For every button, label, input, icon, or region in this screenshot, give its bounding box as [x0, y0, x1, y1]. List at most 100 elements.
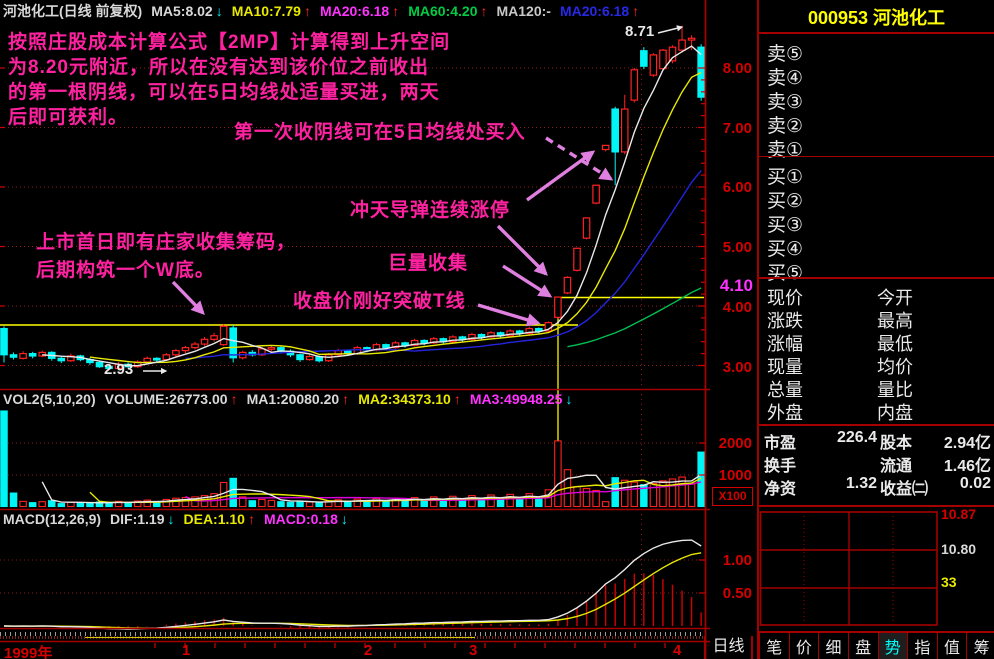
annotation-strategy-line3: 的第一根阴线，可以在5日均线处适量买进，两天	[8, 82, 440, 103]
ma-indicator-labels: MA5:8.02 ↓ MA10:7.79 ↑ MA20:6.18 ↑ MA60:4.20 ↑ M…	[151, 3, 639, 19]
timeline-month-4: 4	[673, 642, 682, 659]
ma-label-3: MA60:4.20	[408, 2, 478, 19]
annotation-buy-point: 第一次收阴线可在5日均线处买入	[234, 122, 526, 143]
tab-笔[interactable]: 笔	[759, 633, 789, 659]
annotation-rocket: 冲天导弹连续涨停	[350, 200, 511, 221]
divider	[759, 424, 994, 426]
quote-label-总量: 总量	[767, 380, 803, 400]
finance-label-流通: 流通	[880, 458, 913, 475]
tab-细[interactable]: 细	[818, 633, 848, 659]
macd-label-3: MACD:0.18	[263, 511, 338, 527]
macd-axis-label-0.50: 0.50	[722, 585, 752, 602]
finance-label-换手: 换手	[764, 458, 797, 475]
finance-value-股本: 2.94亿	[943, 435, 991, 452]
stock-code: 000953	[807, 8, 869, 28]
stock-name: 河池化工	[873, 8, 946, 28]
sell-queue-row-4[interactable]: 卖④	[767, 68, 804, 89]
finance-value-收益㈡: 0.02	[959, 475, 991, 492]
vol-label-1: VOLUME:26773.00	[104, 391, 228, 407]
quote-label-今开: 今开	[877, 288, 913, 308]
timeline-month-2: 2	[364, 642, 373, 659]
vol-label-0: VOL2(5,10,20)	[3, 391, 96, 407]
bottom-tabbar: 笔价细盘势指值筹	[759, 631, 994, 659]
tab-指[interactable]: 指	[907, 633, 937, 659]
quote-label-现价: 现价	[767, 288, 803, 308]
macd-group	[3, 539, 702, 630]
quote-label-现量: 现量	[767, 357, 803, 377]
vol-label-1-arrow-icon: ↑	[230, 391, 238, 407]
high-price-marker: 8.71	[625, 23, 655, 40]
annotation-tline: 收盘价刚好突破T线	[293, 291, 466, 312]
macd-label-3-arrow-icon: ↓	[340, 511, 348, 527]
ma-label-2: MA20:6.18	[319, 2, 390, 19]
finance-value-流通: 1.46亿	[943, 458, 991, 475]
annotation-listing-1: 上市首日即有庄家收集筹码，	[36, 232, 297, 253]
stock-title: 000953 河池化工	[759, 4, 994, 30]
overview-navigator-strip[interactable]	[0, 630, 705, 641]
buy-queue-row-5[interactable]: 买⑤	[767, 263, 804, 284]
macd-label-2: DEA:1.10	[183, 511, 245, 527]
divider	[759, 505, 994, 507]
kline-chart-svg[interactable]	[0, 0, 710, 659]
vol-label-3: MA2:34373.10	[358, 391, 451, 407]
sell-queue-row-2[interactable]: 卖②	[767, 116, 804, 137]
quote-label-外盘: 外盘	[767, 403, 803, 423]
buy-queue-row-4[interactable]: 买④	[767, 239, 804, 260]
annotation-strategy-line4: 后即可获利。	[8, 107, 129, 128]
tab-筹[interactable]: 筹	[966, 633, 994, 659]
tab-值[interactable]: 值	[936, 633, 967, 659]
ma-label-5-arrow-icon: ↑	[632, 2, 640, 19]
axis-gutter: 8.00 7.00 6.00 5.00 4.00 3.00 4.10 2000 1000 X…	[704, 0, 757, 659]
finance-row-2: 净资 1.32 收益㈡ 0.02	[759, 475, 994, 498]
ma-label-4: MA120:-	[496, 2, 551, 19]
timeline-month-1: 1	[182, 642, 191, 659]
tab-盘[interactable]: 盘	[847, 633, 878, 659]
finance-row-1: 换手 流通 1.46亿	[759, 452, 994, 475]
tab-价[interactable]: 价	[788, 633, 819, 659]
volume-axis-label-2000: 2000	[718, 435, 752, 452]
ma-label-2-arrow-icon: ↑	[392, 2, 400, 19]
vol-label-2: MA1:20080.20	[246, 391, 340, 407]
buy-queue-row-2[interactable]: 买②	[767, 191, 804, 212]
annotation-strategy-line1: 按照庄股成本计算公式【2MP】计算得到上升空间	[8, 32, 451, 53]
low-price-marker: 2.93	[104, 361, 134, 378]
finance-label-股本: 股本	[880, 435, 913, 452]
sell-queue-row-1[interactable]: 卖①	[767, 140, 804, 161]
macd-label-1: DIF:1.19	[110, 511, 165, 527]
ma-lines-group	[42, 45, 702, 367]
vol-label-2-arrow-icon: ↑	[342, 391, 350, 407]
finance-value-市盈: 226.4	[836, 429, 877, 446]
finance-value-净资: 1.32	[845, 475, 877, 492]
price-axis-label-3.00: 3.00	[722, 358, 752, 376]
price-axis-label-4.00: 4.00	[722, 298, 752, 316]
ma-label-0: MA5:8.02	[151, 2, 213, 19]
ma-label-3-arrow-icon: ↑	[480, 2, 488, 19]
period-selector[interactable]: 日线	[704, 636, 753, 659]
tab-势[interactable]: 势	[877, 633, 908, 659]
finance-label-市盈: 市盈	[764, 435, 797, 452]
buy-queue-row-1[interactable]: 买①	[767, 167, 804, 188]
finance-label-净资: 净资	[764, 481, 797, 498]
mini-grid-label-33: 33	[941, 574, 957, 590]
macd-label-0: MACD(12,26,9)	[3, 511, 102, 527]
chart-title: 河池化工(日线 前复权)	[3, 2, 143, 19]
macd-header: MACD(12,26,9) DIF:1.19 ↓ DEA:1.10 ↑ MACD:0.18…	[3, 511, 348, 527]
vol-label-4: MA3:49948.25	[469, 391, 563, 407]
buy-queue-row-3[interactable]: 买③	[767, 215, 804, 236]
timeline-month-3: 3	[469, 642, 478, 659]
ma-label-5: MA20:6.18	[559, 2, 630, 19]
macd-label-1-arrow-icon: ↓	[167, 511, 175, 527]
quote-label-量比: 量比	[877, 380, 913, 400]
price-axis-label-8.00: 8.00	[722, 60, 752, 77]
sell-queue-row-5[interactable]: 卖⑤	[767, 44, 804, 65]
quote-label-最低: 最低	[877, 334, 913, 354]
price-axis-label-5.00: 5.00	[722, 239, 752, 257]
sell-queue-row-3[interactable]: 卖③	[767, 92, 804, 113]
divider	[759, 156, 994, 157]
macd-label-2-arrow-icon: ↑	[247, 511, 255, 527]
ma-label-1: MA10:7.79	[231, 2, 301, 19]
annotation-listing-2: 后期构筑一个W底。	[36, 260, 215, 281]
tline-price-label: 4.10	[719, 276, 753, 295]
price-axis-label-7.00: 7.00	[722, 119, 752, 137]
